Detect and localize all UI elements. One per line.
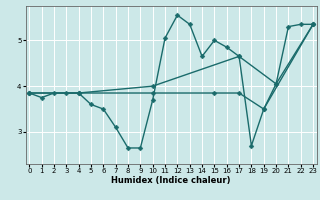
- X-axis label: Humidex (Indice chaleur): Humidex (Indice chaleur): [111, 176, 231, 185]
